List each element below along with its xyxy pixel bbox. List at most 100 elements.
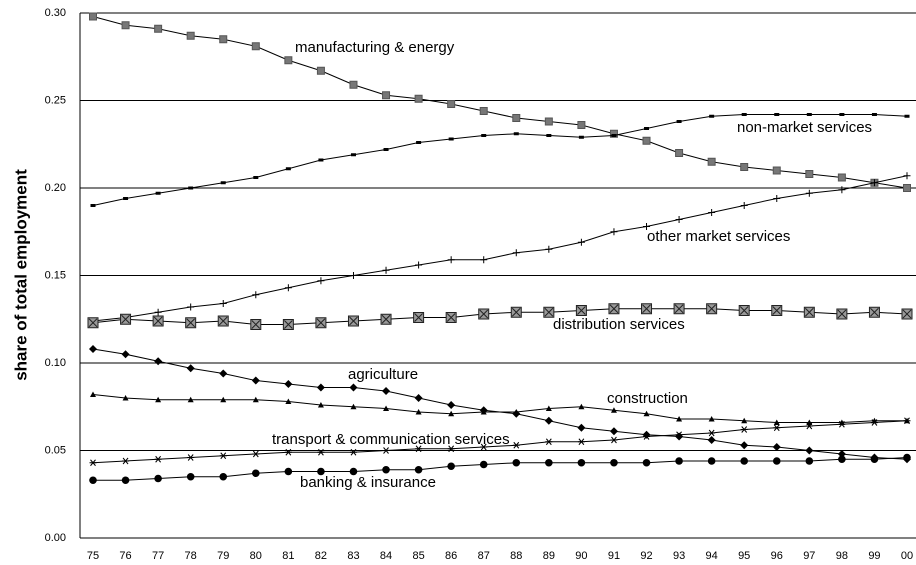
marker (740, 426, 748, 433)
marker (480, 256, 488, 264)
marker (285, 398, 292, 404)
marker (152, 315, 164, 327)
marker (415, 409, 422, 415)
marker (771, 305, 783, 316)
marker (349, 448, 357, 456)
marker (154, 308, 162, 316)
marker (284, 284, 292, 292)
marker (186, 31, 195, 40)
marker (575, 305, 587, 316)
x-tick-label: 99 (868, 550, 880, 562)
series-label: manufacturing & energy (295, 39, 455, 56)
series-line (92, 175, 908, 322)
marker (610, 407, 617, 413)
x-tick-label: 89 (543, 550, 555, 562)
x-tick-label: 75 (87, 550, 99, 562)
marker (805, 170, 814, 178)
marker (544, 416, 553, 425)
marker (513, 409, 520, 415)
marker (608, 303, 620, 315)
marker (89, 345, 97, 353)
marker (709, 114, 715, 118)
marker (284, 448, 292, 456)
marker (89, 12, 97, 21)
marker (772, 166, 781, 175)
marker (901, 308, 913, 320)
marker (838, 420, 846, 428)
marker (545, 438, 553, 446)
marker (154, 24, 163, 33)
marker (413, 312, 425, 323)
marker (217, 315, 229, 327)
marker (122, 457, 130, 465)
marker (643, 223, 651, 230)
marker (871, 417, 878, 424)
marker (220, 181, 226, 185)
marker (837, 450, 846, 458)
marker (350, 153, 356, 157)
marker (642, 430, 651, 439)
marker (676, 416, 683, 422)
y-tick-label: 0.30 (45, 7, 66, 19)
marker (512, 114, 521, 122)
x-tick-label: 88 (510, 550, 522, 562)
marker (219, 369, 228, 378)
marker (349, 80, 358, 89)
marker (349, 383, 358, 392)
marker (545, 245, 553, 253)
marker (154, 455, 162, 463)
marker (382, 387, 391, 395)
series-label: non-market services (737, 119, 872, 136)
marker (740, 202, 748, 209)
marker (707, 457, 716, 465)
marker (414, 94, 423, 103)
marker (282, 319, 294, 330)
marker (673, 303, 685, 315)
marker (741, 417, 748, 424)
marker (382, 91, 391, 100)
marker (219, 300, 227, 307)
x-tick-label: 82 (315, 550, 327, 562)
series-line (93, 457, 908, 481)
marker (185, 317, 197, 329)
marker (349, 272, 357, 279)
series-label: construction (607, 390, 688, 407)
marker (610, 228, 618, 236)
marker (512, 249, 520, 257)
marker (675, 432, 684, 441)
marker (350, 403, 357, 410)
x-tick-label: 98 (836, 550, 848, 562)
marker (805, 422, 813, 430)
marker (252, 396, 259, 403)
x-tick-label: 90 (575, 550, 587, 562)
x-tick-label: 85 (412, 550, 424, 562)
x-tick-label: 95 (738, 550, 750, 562)
series-line (92, 308, 908, 325)
marker (318, 158, 324, 162)
marker (577, 438, 585, 446)
marker (836, 308, 848, 320)
marker (805, 446, 814, 455)
series-line (92, 394, 907, 423)
marker (316, 383, 325, 392)
marker (317, 467, 325, 476)
marker (838, 419, 845, 425)
marker (121, 476, 130, 485)
marker (510, 306, 522, 318)
marker (642, 136, 651, 145)
marker (380, 313, 392, 325)
marker (122, 395, 129, 401)
marker (644, 127, 650, 130)
marker (317, 277, 325, 285)
marker (251, 42, 260, 51)
marker (252, 291, 260, 299)
marker (447, 256, 455, 264)
marker (675, 457, 683, 465)
marker (317, 402, 324, 408)
x-tick-label: 78 (185, 550, 197, 562)
y-tick-label: 0.15 (45, 269, 66, 281)
marker (773, 195, 781, 202)
marker (609, 129, 618, 138)
marker (772, 443, 781, 451)
x-tick-label: 79 (217, 550, 229, 562)
